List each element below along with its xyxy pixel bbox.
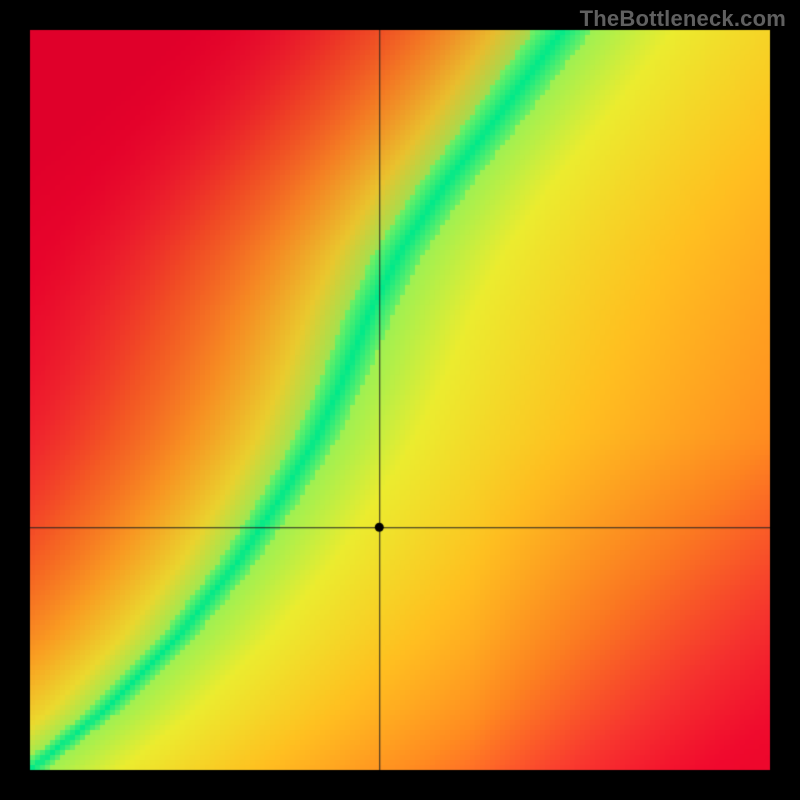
watermark-text: TheBottleneck.com [580,6,786,32]
heatmap-canvas [0,0,800,800]
heatmap-canvas-wrap [0,0,800,800]
chart-container: TheBottleneck.com [0,0,800,800]
